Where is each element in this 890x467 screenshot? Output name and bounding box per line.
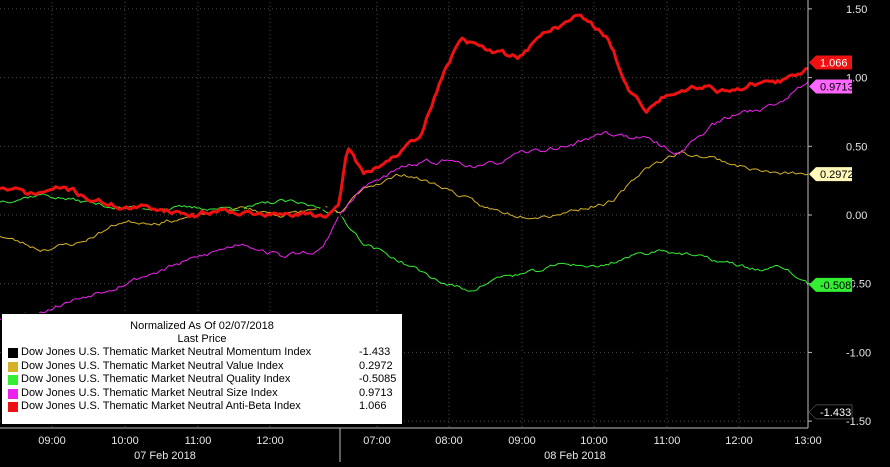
series-line-anti-beta [0, 13, 809, 219]
x-date-label: 08 Feb 2018 [544, 450, 606, 462]
series-line-momentum [0, 160, 809, 414]
last-value-tag-value: 0.2972 [809, 167, 854, 182]
last-value-tag-text: -1.433 [820, 407, 851, 419]
x-tick-label: 13:00 [794, 435, 822, 447]
legend-swatch-size [8, 388, 18, 399]
legend-value-anti-beta: 1.066 [359, 400, 387, 412]
last-value-tag-anti-beta: 1.066 [809, 55, 852, 70]
legend-item-value: Dow Jones U.S. Thematic Market Neutral V… [2, 360, 402, 374]
legend-item-anti-beta: Dow Jones U.S. Thematic Market Neutral A… [2, 400, 402, 414]
x-date-label: 07 Feb 2018 [134, 450, 196, 462]
x-tick-label: 08:00 [435, 435, 463, 447]
y-tick-label: -0.50 [846, 279, 871, 291]
legend-value-momentum: -1.433 [359, 346, 391, 358]
x-tick-label: 09:00 [508, 435, 536, 447]
legend-item-momentum: Dow Jones U.S. Thematic Market Neutral M… [2, 346, 402, 360]
legend-item-size: Dow Jones U.S. Thematic Market Neutral S… [2, 387, 402, 401]
legend-value-size: 0.9713 [359, 386, 393, 399]
x-tick-label: 12:00 [725, 435, 753, 447]
x-tick-label: 11:00 [185, 435, 212, 447]
y-tick-label: 0.00 [846, 210, 867, 222]
last-value-tag-box [809, 55, 852, 70]
legend-label-anti-beta: Dow Jones U.S. Thematic Market Neutral A… [21, 400, 301, 412]
last-value-tag-box [808, 404, 853, 420]
legend-label-quality: Dow Jones U.S. Thematic Market Neutral Q… [21, 373, 291, 385]
last-value-tag-box [809, 277, 852, 292]
y-tick-label: 1.50 [846, 4, 867, 16]
last-value-tag-box [809, 79, 852, 94]
x-tick-label: 11:00 [654, 435, 681, 447]
last-value-tag-text: 1.066 [820, 58, 848, 70]
y-tick-label: -1.50 [846, 416, 871, 428]
last-value-tags: 0.9713 1.066 0.2972 -0.5085 -1.433 [808, 55, 857, 420]
legend-label-momentum: Dow Jones U.S. Thematic Market Neutral M… [21, 346, 312, 358]
last-value-tag-text: -0.5085 [820, 280, 857, 292]
x-tick-label: 09:00 [38, 435, 66, 447]
last-value-tag-text: 0.9713 [820, 82, 854, 94]
last-value-tag-text: 0.2972 [820, 169, 854, 181]
legend-value-quality: -0.5085 [359, 373, 397, 385]
last-value-tag-momentum: -1.433 [808, 404, 853, 420]
series-layer [0, 13, 809, 414]
legend-swatch-momentum [8, 348, 18, 358]
series-line-size [0, 81, 809, 321]
last-value-tag-box [809, 167, 852, 182]
last-value-tag-size: 0.9713 [809, 79, 854, 94]
legend-swatch-quality [8, 375, 18, 385]
y-tick-label: -1.00 [846, 347, 871, 359]
y-tick-label: 0.50 [846, 141, 867, 153]
x-tick-label: 12:00 [256, 435, 284, 447]
legend: Normalized As Of 02/07/2018 Last Price D… [1, 313, 403, 425]
last-value-tag-quality: -0.5085 [809, 277, 857, 292]
legend-value-value: 0.2972 [359, 359, 393, 372]
x-tick-label: 10:00 [580, 435, 608, 447]
legend-label-value: Dow Jones U.S. Thematic Market Neutral V… [21, 359, 284, 372]
series-line-value [0, 151, 809, 252]
legend-item-quality: Dow Jones U.S. Thematic Market Neutral Q… [2, 373, 402, 387]
x-tick-label: 07:00 [363, 435, 391, 447]
legend-label-size: Dow Jones U.S. Thematic Market Neutral S… [21, 386, 278, 399]
legend-header-last-price: Last Price [177, 333, 227, 345]
legend-header-normalized: Normalized As Of 02/07/2018 [130, 320, 274, 332]
legend-swatch-anti-beta [8, 402, 18, 412]
x-tick-label: 10:00 [111, 435, 139, 447]
legend-swatch-value [8, 361, 18, 372]
